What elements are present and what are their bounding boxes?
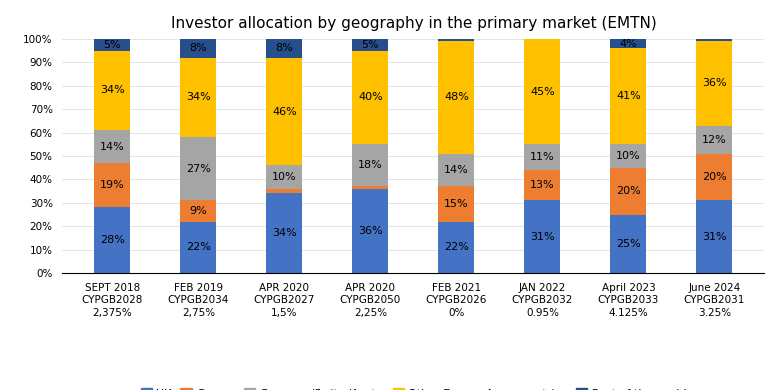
Bar [438, 222, 474, 273]
Text: 5%: 5% [104, 40, 121, 50]
Text: 15%: 15% [444, 199, 469, 209]
Text: 34%: 34% [100, 85, 125, 96]
Text: 27%: 27% [186, 164, 211, 174]
Text: 4%: 4% [619, 39, 637, 49]
Bar [94, 130, 130, 163]
Bar [94, 163, 130, 207]
Bar [94, 51, 130, 130]
Text: 36%: 36% [702, 78, 727, 89]
Text: 41%: 41% [616, 91, 641, 101]
Title: Investor allocation by geography in the primary market (EMTN): Investor allocation by geography in the … [171, 16, 656, 31]
Bar [266, 193, 303, 273]
Bar [180, 137, 216, 200]
Text: 10%: 10% [616, 151, 640, 161]
Text: 20%: 20% [702, 172, 727, 182]
Text: 48%: 48% [444, 92, 469, 103]
Text: 31%: 31% [702, 232, 727, 242]
Bar [438, 41, 474, 154]
Text: 28%: 28% [100, 235, 125, 245]
Text: 22%: 22% [444, 242, 469, 252]
Text: 11%: 11% [530, 152, 555, 162]
Bar [94, 207, 130, 273]
Text: 8%: 8% [190, 43, 207, 53]
Bar [438, 39, 474, 41]
Bar [524, 39, 561, 144]
Text: 9%: 9% [190, 206, 207, 216]
Text: 22%: 22% [186, 242, 211, 252]
Text: 46%: 46% [272, 106, 296, 117]
Bar [353, 144, 388, 186]
Bar [697, 41, 732, 126]
Text: 13%: 13% [530, 180, 555, 190]
Bar [180, 200, 216, 222]
Text: 14%: 14% [444, 165, 469, 175]
Bar [611, 48, 647, 144]
Legend: UK, Cyprus, Germany/Switz./Austr., Other Europe Area countries, Rest of the worl: UK, Cyprus, Germany/Switz./Austr., Other… [136, 384, 690, 390]
Text: 10%: 10% [272, 172, 296, 182]
Bar [524, 200, 561, 273]
Text: 34%: 34% [272, 228, 296, 238]
Bar [266, 165, 303, 189]
Text: 5%: 5% [362, 40, 379, 50]
Bar [353, 189, 388, 273]
Bar [94, 39, 130, 51]
Text: 20%: 20% [616, 186, 641, 196]
Bar [697, 200, 732, 273]
Bar [524, 144, 561, 170]
Text: 34%: 34% [186, 92, 211, 103]
Bar [180, 58, 216, 137]
Bar [438, 154, 474, 186]
Bar [611, 39, 647, 48]
Text: 31%: 31% [530, 232, 555, 242]
Bar [524, 170, 561, 200]
Bar [697, 39, 732, 41]
Bar [180, 222, 216, 273]
Text: 25%: 25% [616, 239, 641, 249]
Bar [697, 154, 732, 200]
Bar [266, 189, 303, 193]
Text: 18%: 18% [358, 160, 383, 170]
Bar [697, 126, 732, 154]
Text: 8%: 8% [275, 43, 293, 53]
Bar [180, 39, 216, 58]
Bar [266, 58, 303, 165]
Bar [353, 51, 388, 144]
Bar [353, 39, 388, 51]
Bar [611, 144, 647, 168]
Text: 45%: 45% [530, 87, 555, 97]
Bar [353, 186, 388, 189]
Text: 14%: 14% [100, 142, 125, 152]
Text: 40%: 40% [358, 92, 383, 103]
Bar [438, 186, 474, 222]
Bar [611, 168, 647, 214]
Bar [611, 215, 647, 273]
Text: 12%: 12% [702, 135, 727, 145]
Text: 19%: 19% [100, 180, 125, 190]
Bar [266, 39, 303, 58]
Text: 36%: 36% [358, 226, 383, 236]
